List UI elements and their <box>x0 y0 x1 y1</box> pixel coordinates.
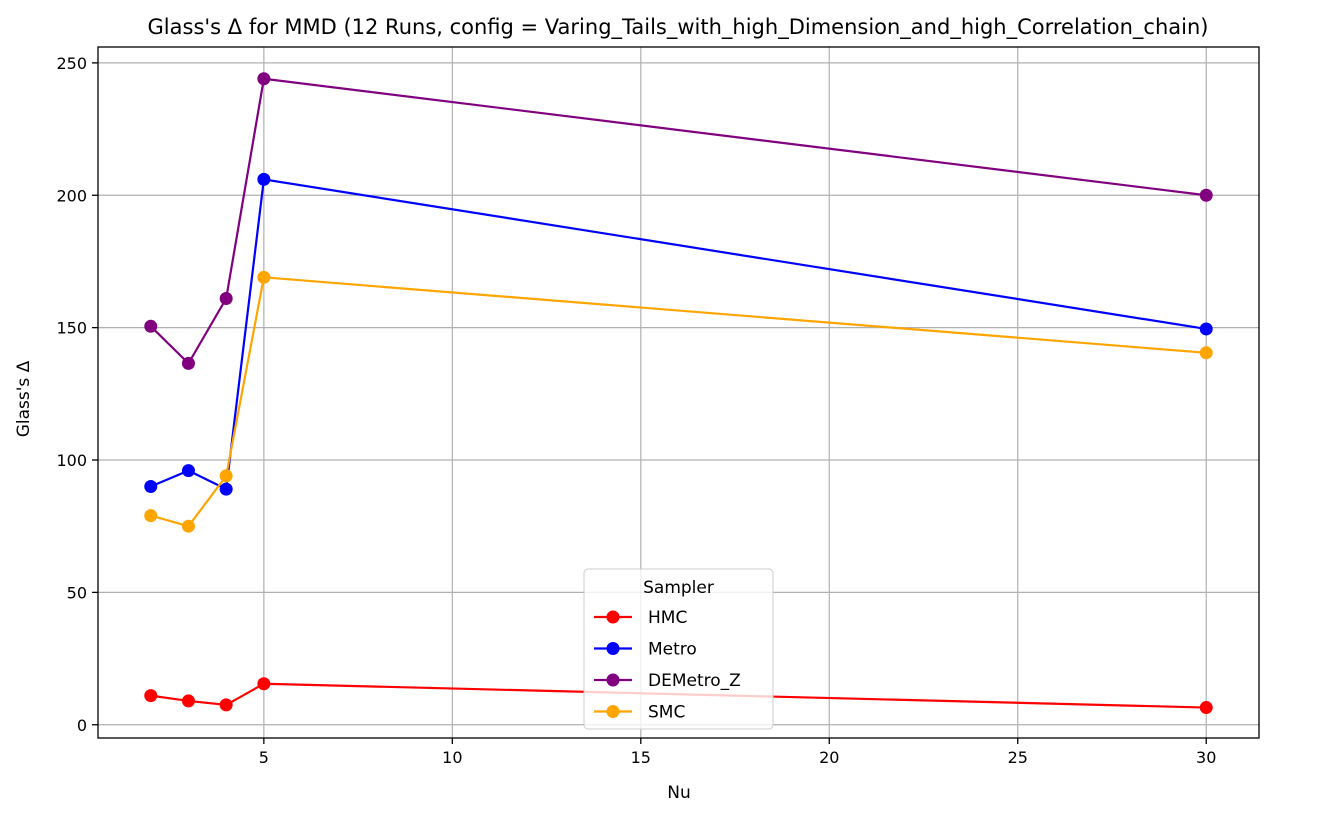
y-tick-label: 250 <box>56 54 87 73</box>
y-tick-label: 200 <box>56 186 87 205</box>
data-point <box>219 482 233 496</box>
data-point <box>181 356 195 370</box>
x-tick-label: 15 <box>631 748 651 767</box>
series-metro <box>144 172 1213 496</box>
x-tick-label: 20 <box>819 748 839 767</box>
legend-title: Sampler <box>643 578 714 598</box>
series-line <box>150 276 1207 528</box>
series-line <box>150 178 1207 491</box>
legend-swatch-marker <box>606 673 620 687</box>
legend-entry: DEMetro_Z <box>594 671 741 691</box>
axis-ticks: 5 10 15 20 25 30 0 50 100 150 200 250 <box>56 54 1216 767</box>
legend-swatch-marker <box>606 610 620 624</box>
legend-entry: SMC <box>594 703 685 723</box>
x-tick-label: 25 <box>1008 748 1028 767</box>
legend-label: Metro <box>648 640 697 660</box>
y-tick-label: 0 <box>77 716 87 735</box>
data-point <box>181 519 195 533</box>
legend: Sampler HMC Metro DEMetro_Z SMC <box>583 568 774 730</box>
data-point <box>219 292 233 306</box>
data-point <box>181 464 195 478</box>
data-point <box>1199 346 1213 360</box>
grid-lines <box>98 47 1259 738</box>
legend-box <box>583 568 774 730</box>
legend-label: SMC <box>648 703 685 723</box>
data-point <box>181 694 195 708</box>
data-point <box>1199 188 1213 202</box>
legend-entries: HMC Metro DEMetro_Z SMC <box>594 608 741 723</box>
data-point <box>257 270 271 284</box>
data-point <box>219 469 233 483</box>
data-point <box>1199 701 1213 715</box>
plot-series <box>144 72 1213 715</box>
x-axis-label: Nu <box>667 783 691 803</box>
legend-label: HMC <box>648 608 687 628</box>
y-axis-label: Glass's Δ <box>14 360 34 437</box>
data-point <box>1199 322 1213 336</box>
chart-title: Glass's Δ for MMD (12 Runs, config = Var… <box>148 15 1209 40</box>
y-tick-label: 50 <box>67 583 87 602</box>
data-point <box>144 689 158 703</box>
series-line <box>150 77 1207 366</box>
data-point <box>257 72 271 86</box>
legend-label: DEMetro_Z <box>648 671 741 691</box>
y-tick-label: 100 <box>56 451 87 470</box>
x-tick-label: 30 <box>1196 748 1216 767</box>
data-point <box>257 677 271 691</box>
plot-frame <box>97 46 1260 739</box>
series-hmc <box>144 677 1213 715</box>
x-tick-label: 10 <box>442 748 462 767</box>
series-smc <box>144 270 1213 533</box>
data-point <box>144 509 158 523</box>
data-point <box>144 319 158 333</box>
data-point <box>144 479 158 493</box>
legend-entry: HMC <box>594 608 687 628</box>
data-point <box>257 172 271 186</box>
series-demetro-z <box>144 72 1213 370</box>
legend-swatch-marker <box>606 705 620 718</box>
y-tick-label: 150 <box>56 319 87 338</box>
data-point <box>219 698 233 712</box>
legend-entry: Metro <box>594 640 697 660</box>
x-tick-label: 5 <box>259 748 269 767</box>
legend-swatch-marker <box>606 642 620 655</box>
